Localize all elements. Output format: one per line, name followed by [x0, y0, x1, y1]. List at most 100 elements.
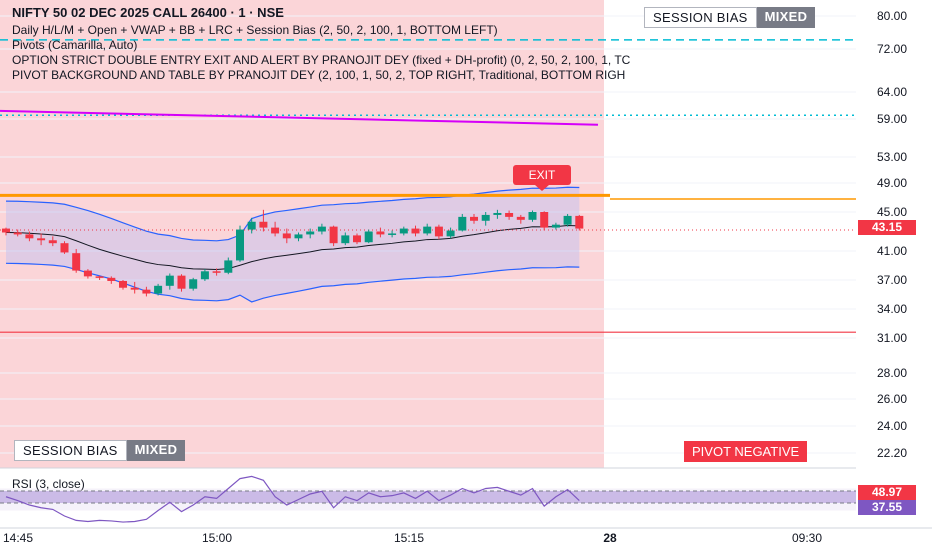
- session-bias-label: SESSION BIAS: [14, 440, 127, 461]
- candle-body: [493, 212, 502, 215]
- candle-body: [446, 230, 455, 237]
- session-bias-value: MIXED: [126, 440, 186, 461]
- price-tick-label: 41.00: [877, 244, 907, 258]
- candle-body: [2, 228, 10, 233]
- rsi-ma-zone: [0, 491, 856, 503]
- candle-body: [247, 221, 256, 230]
- time-tick-label: 28: [603, 531, 617, 545]
- price-tick-label: 22.20: [877, 446, 907, 460]
- candle-body: [72, 253, 81, 271]
- rsi-ma-tag: 37.55: [858, 500, 916, 515]
- candle-body: [37, 238, 46, 241]
- candle-body: [434, 226, 443, 237]
- candle-body: [236, 229, 244, 261]
- candle-body: [224, 260, 233, 273]
- candle-body: [200, 271, 209, 280]
- price-tick-label: 34.00: [877, 302, 907, 316]
- candle-body: [399, 228, 408, 234]
- candle-body: [353, 235, 361, 243]
- candle-body: [95, 276, 104, 278]
- candle-body: [282, 233, 291, 239]
- rsi-value-tag: 48.97: [858, 485, 916, 500]
- candle-body: [505, 212, 514, 217]
- pivot-negative-badge: PIVOT NEGATIVE: [684, 441, 808, 462]
- candle-body: [107, 277, 116, 281]
- candle-body: [142, 289, 151, 294]
- bb-upper: [5, 186, 580, 242]
- bb-basis: [5, 225, 580, 271]
- candle-body: [154, 285, 163, 294]
- price-tick-label: 49.00: [877, 176, 907, 190]
- rsi-line: [5, 475, 580, 523]
- session-bias-value: MIXED: [756, 7, 816, 28]
- candles: [2, 209, 584, 297]
- price-tick-label: 45.00: [877, 205, 907, 219]
- price-tick-label: 37.00: [877, 273, 907, 287]
- candle-body: [458, 216, 467, 231]
- candle-body: [329, 226, 338, 244]
- candle-body: [528, 212, 537, 220]
- indicator-legend-3[interactable]: OPTION STRICT DOUBLE ENTRY EXIT AND ALER…: [12, 53, 631, 67]
- candle-body: [165, 275, 174, 286]
- candle-body: [25, 234, 34, 239]
- candle-body: [177, 275, 186, 289]
- price-axis-background: [856, 0, 932, 550]
- candle-body: [551, 224, 560, 228]
- exit-signal-label: EXIT: [513, 165, 571, 185]
- session-bias-table-top: SESSION BIAS MIXED: [644, 7, 816, 28]
- candle-body: [83, 270, 92, 277]
- bb-fill: [6, 187, 580, 302]
- exit-signal-arrow: [535, 185, 549, 191]
- candle-body: [48, 240, 57, 244]
- price-tick-label: 59.00: [877, 112, 907, 126]
- candle-body: [189, 279, 198, 289]
- time-tick-label: 14:45: [3, 531, 33, 545]
- indicator-legend-2[interactable]: Pivots (Camarilla, Auto): [12, 38, 138, 52]
- price-tick-label: 64.00: [877, 85, 907, 99]
- candle-body: [306, 231, 315, 235]
- candle-body: [130, 287, 139, 290]
- candle-body: [294, 234, 303, 239]
- last-price-tag: 43.15: [858, 220, 916, 235]
- session-bias-label: SESSION BIAS: [644, 7, 757, 28]
- candle-body: [212, 271, 221, 273]
- candle-body: [540, 212, 549, 228]
- candle-body: [271, 227, 280, 234]
- time-tick-label: 15:00: [202, 531, 232, 545]
- price-axis[interactable]: 80.00 72.00 64.00 59.00 53.00 49.00 45.00 41.00…: [856, 0, 932, 550]
- rsi-pane: 100.000.00: [0, 465, 932, 532]
- candle-body: [259, 221, 268, 228]
- session-bias-table-bottom: SESSION BIAS MIXED: [14, 440, 186, 461]
- candle-body: [516, 216, 525, 220]
- price-tick-label: 31.00: [877, 331, 907, 345]
- time-tick-label: 15:15: [394, 531, 424, 545]
- candle-body: [376, 231, 385, 235]
- candle-body: [60, 243, 69, 253]
- candle-body: [388, 233, 397, 235]
- price-tick-label: 80.00: [877, 9, 907, 23]
- price-tick-label: 72.00: [877, 42, 907, 56]
- time-tick-label: 09:30: [792, 531, 822, 545]
- lrc-upper-line: [0, 109, 599, 126]
- time-axis[interactable]: 14:45 15:00 15:15 28 09:30: [0, 527, 932, 545]
- candle-body: [119, 280, 127, 288]
- candle-body: [364, 231, 373, 243]
- candle-body: [13, 232, 22, 235]
- candle-body: [423, 226, 432, 234]
- rsi-legend[interactable]: RSI (3, close): [12, 477, 85, 491]
- candle-body: [411, 228, 420, 234]
- symbol-title[interactable]: NIFTY 50 02 DEC 2025 CALL 26400 · 1 · NS…: [12, 5, 284, 20]
- candle-body: [317, 226, 326, 232]
- candle-body: [563, 215, 572, 225]
- indicator-legend-4[interactable]: PIVOT BACKGROUND AND TABLE BY PRANOJIT D…: [12, 68, 626, 82]
- price-tick-label: 26.00: [877, 392, 907, 406]
- indicator-legend-1[interactable]: Daily H/L/M + Open + VWAP + BB + LRC + S…: [12, 23, 498, 37]
- candle-body: [481, 214, 490, 221]
- price-tick-label: 24.00: [877, 419, 907, 433]
- price-tick-label: 28.00: [877, 366, 907, 380]
- rsi-band: [0, 488, 856, 511]
- candle-body: [575, 215, 584, 229]
- price-tick-label: 53.00: [877, 150, 907, 164]
- candle-body: [470, 216, 478, 221]
